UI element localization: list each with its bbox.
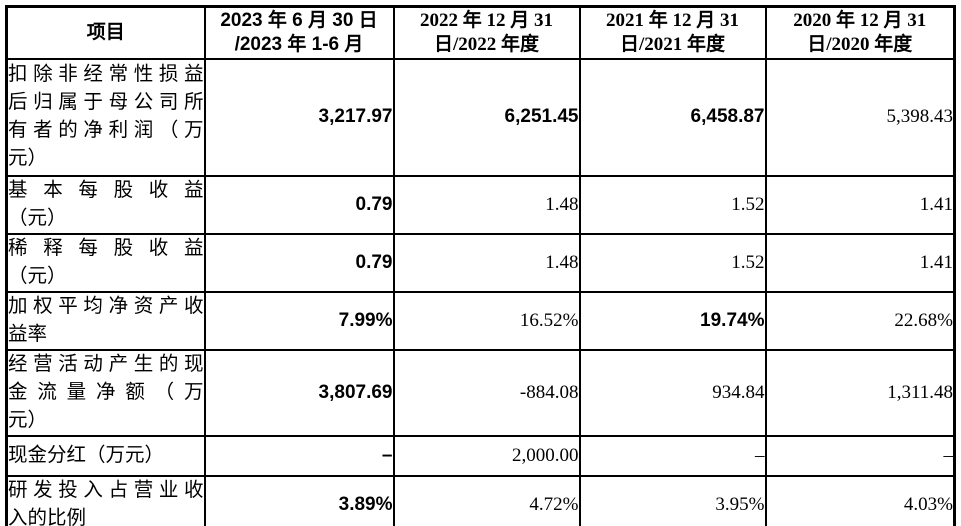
period-header-2023h1: 2023 年 6 月 30 日/2023 年 1-6 月 (203, 5, 395, 60)
row-label: 研发投入占营业收 入的比例 (5, 474, 206, 526)
value-cell: 6,458.87 (578, 57, 767, 177)
item-column-header: 项目 (5, 5, 206, 60)
row-label: 稀释每股收益 （元） (5, 232, 206, 293)
value-cell: 3,217.97 (203, 57, 395, 177)
value-cell: 3,807.69 (203, 348, 395, 437)
value-cell: 1,311.48 (764, 348, 956, 437)
value-cell: 1.52 (578, 174, 767, 235)
table-row-weighted-avg-roe: 加权平均净资产收 益率 7.99% 16.52% 19.74% 22.68% (5, 290, 956, 351)
period-header-2022: 2022 年 12 月 31 日/2022 年度 (392, 5, 581, 60)
value-cell: 0.79 (203, 232, 395, 293)
value-cell: 4.03% (764, 474, 956, 526)
row-label: 现金分红（万元） (5, 434, 206, 477)
value-cell: 1.41 (764, 174, 956, 235)
value-cell: 19.74% (578, 290, 767, 351)
table-row-cash-dividend: 现金分红（万元） – 2,000.00 – – (5, 434, 956, 477)
value-cell: 1.48 (392, 174, 581, 235)
value-cell: 6,251.45 (392, 57, 581, 177)
value-cell: 16.52% (392, 290, 581, 351)
value-cell: 934.84 (578, 348, 767, 437)
period-header-2020: 2020 年 12 月 31 日/2020 年度 (764, 5, 956, 60)
value-cell: 22.68% (764, 290, 956, 351)
header-row: 项目 2023 年 6 月 30 日/2023 年 1-6 月 2022 年 1… (5, 5, 956, 60)
table-row-net-profit-deducted: 扣除非经常性损益 后归属于母公司所 有者的净利润（万 元） 3,217.97 6,25… (5, 57, 956, 177)
value-cell: – (578, 434, 767, 477)
value-cell: 3.95% (578, 474, 767, 526)
period-header-2021: 2021 年 12 月 31 日/2021 年度 (578, 5, 767, 60)
row-label: 基本每股收益 （元） (5, 174, 206, 235)
value-cell: 4.72% (392, 474, 581, 526)
table-row-rd-revenue-ratio: 研发投入占营业收 入的比例 3.89% 4.72% 3.95% 4.03% (5, 474, 956, 526)
table-row-basic-eps: 基本每股收益 （元） 0.79 1.48 1.52 1.41 (5, 174, 956, 235)
row-label: 加权平均净资产收 益率 (5, 290, 206, 351)
value-cell: 2,000.00 (392, 434, 581, 477)
value-cell: 0.79 (203, 174, 395, 235)
value-cell: 3.89% (203, 474, 395, 526)
value-cell: 7.99% (203, 290, 395, 351)
table-row-diluted-eps: 稀释每股收益 （元） 0.79 1.48 1.52 1.41 (5, 232, 956, 293)
value-cell: 1.48 (392, 232, 581, 293)
value-cell: – (203, 434, 395, 477)
financial-summary-table: 项目 2023 年 6 月 30 日/2023 年 1-6 月 2022 年 1… (5, 5, 956, 526)
row-label: 扣除非经常性损益 后归属于母公司所 有者的净利润（万 元） (5, 57, 206, 177)
value-cell: 5,398.43 (764, 57, 956, 177)
value-cell: 1.41 (764, 232, 956, 293)
value-cell: 1.52 (578, 232, 767, 293)
value-cell: – (764, 434, 956, 477)
table-row-operating-cash-flow: 经营活动产生的现 金流量净额（万 元） 3,807.69 -884.08 934.8… (5, 348, 956, 437)
value-cell: -884.08 (392, 348, 581, 437)
row-label: 经营活动产生的现 金流量净额（万 元） (5, 348, 206, 437)
